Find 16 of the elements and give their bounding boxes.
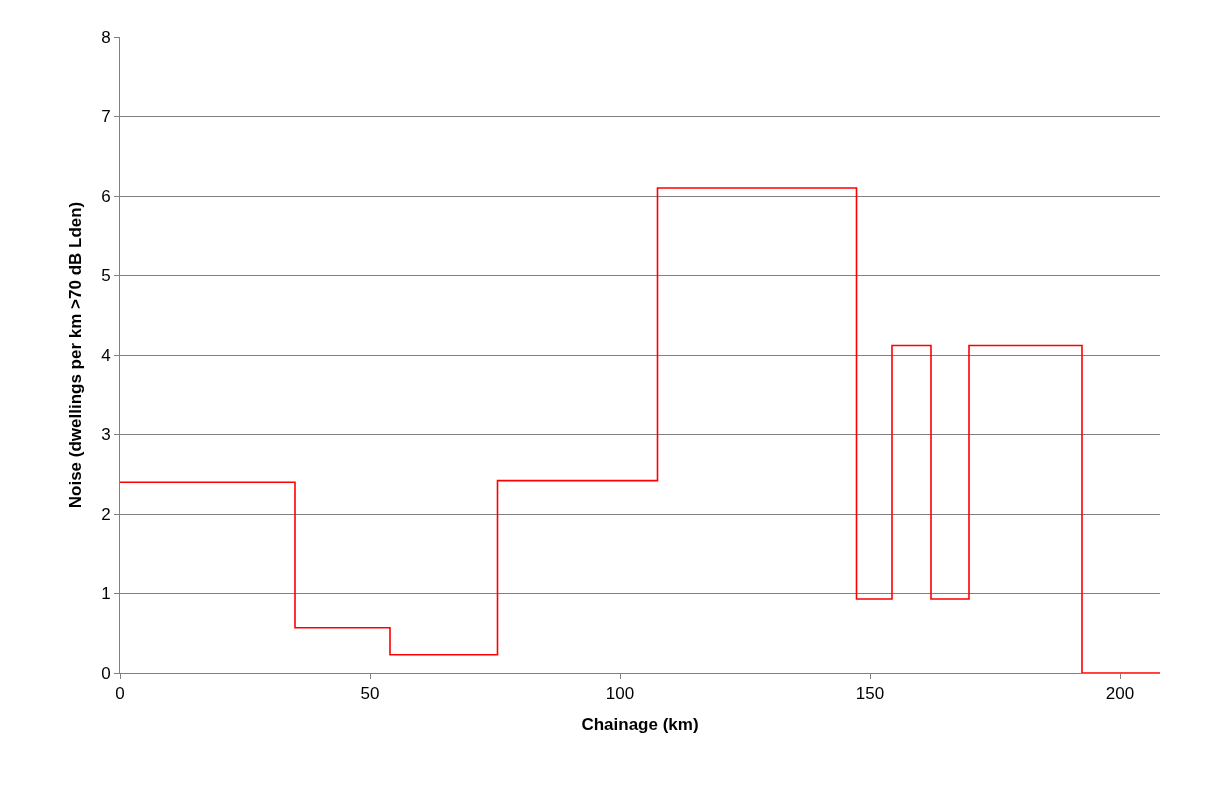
y-tick-label: 5 bbox=[101, 266, 111, 286]
x-tick-label: 0 bbox=[115, 684, 125, 704]
x-tick-label: 150 bbox=[855, 684, 885, 704]
y-tick-label: 3 bbox=[101, 425, 111, 445]
y-tick-label: 6 bbox=[101, 186, 111, 206]
y-tick-label: 4 bbox=[101, 345, 111, 365]
y-tick-label: 1 bbox=[101, 584, 111, 604]
x-tick-label: 100 bbox=[605, 684, 635, 704]
x-axis-title: Chainage (km) bbox=[581, 714, 699, 734]
y-tick-label: 2 bbox=[101, 504, 111, 524]
y-tick-label: 0 bbox=[101, 663, 111, 683]
y-tick-label: 8 bbox=[101, 27, 111, 47]
x-tick-label: 50 bbox=[360, 684, 380, 704]
x-tick-label: 200 bbox=[1105, 684, 1135, 704]
y-tick-label: 7 bbox=[101, 107, 111, 127]
y-axis-title: Noise (dwellings per km >70 dB Lden) bbox=[65, 201, 85, 509]
